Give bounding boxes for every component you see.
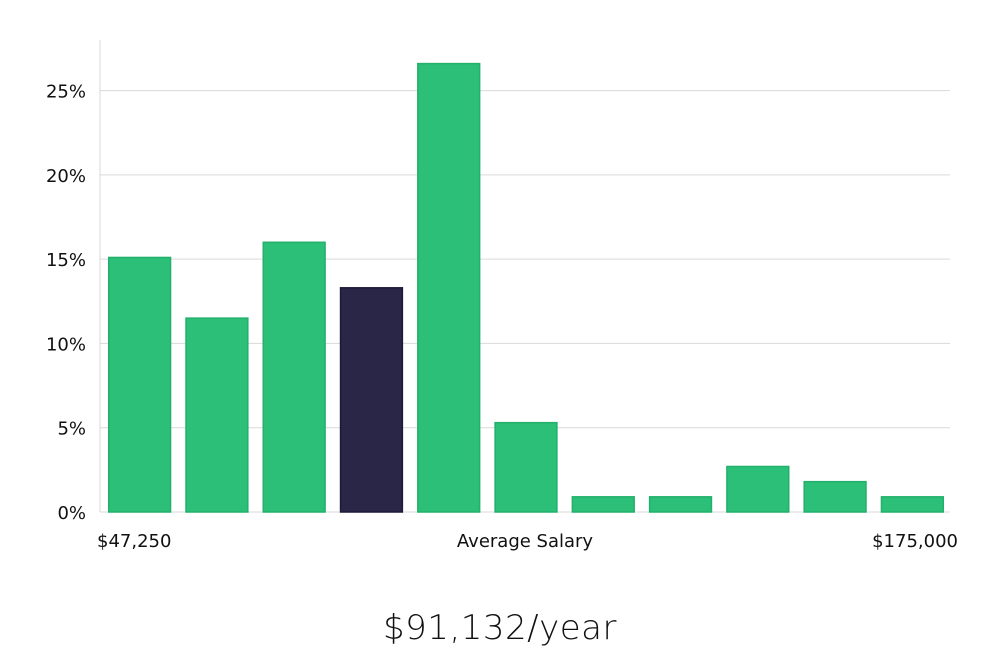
bar-highlighted [339, 287, 404, 513]
y-tick-label: 25% [46, 82, 86, 103]
bar [262, 241, 326, 513]
bar [648, 496, 713, 513]
bar [417, 62, 481, 513]
y-tick-labels: 0% 5% 10% 15% 20% 25% [46, 82, 86, 524]
bar [803, 480, 867, 513]
salary-histogram: 0%5%10%15%20%25% $47,250 Average Salary … [46, 40, 958, 552]
bar [726, 465, 790, 513]
y-tick-label: 5% [57, 419, 86, 440]
y-tick-label: 20% [46, 166, 86, 187]
bars [107, 62, 945, 513]
x-left-label: $47,250 [97, 531, 171, 552]
bar [880, 496, 945, 513]
y-tick-label: 15% [46, 250, 86, 271]
bar [571, 496, 635, 513]
bar [185, 317, 249, 513]
y-tick-label: 10% [46, 334, 86, 355]
bar [107, 256, 172, 513]
bar [494, 421, 558, 513]
x-right-label: $175,000 [872, 531, 958, 552]
x-axis-label: Average Salary [457, 531, 594, 552]
y-tick-label: 0% [57, 503, 86, 524]
average-salary-value: $91,132/year [383, 608, 617, 648]
